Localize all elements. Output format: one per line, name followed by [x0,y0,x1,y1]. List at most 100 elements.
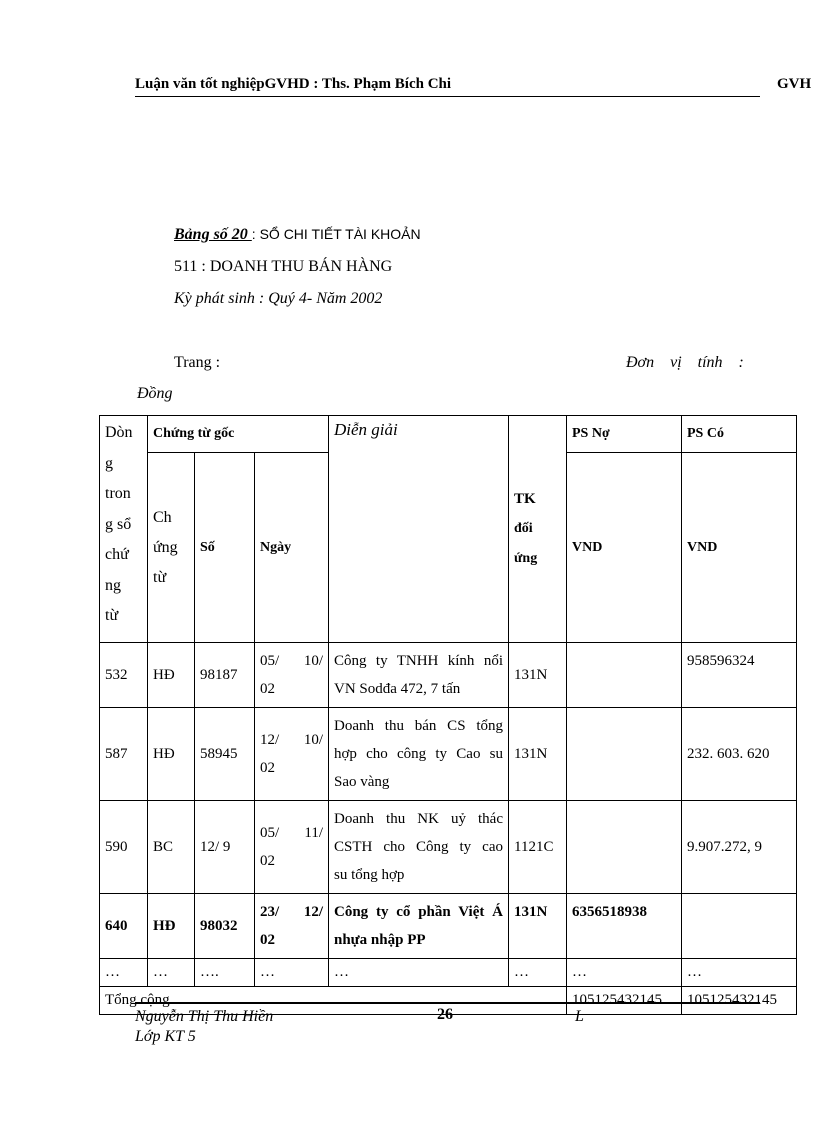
header-credit: PS Có [681,415,797,453]
header-text: g sổ [105,515,132,533]
period: Kỳ phát sinh : Quý 4- Năm 2002 [174,290,383,307]
contra-account: 1121C [508,800,567,894]
description: Doanh thu NK uỷ thác CSTH cho Công ty cao… [328,800,509,894]
ellipsis: … [508,958,567,987]
line-no: 590 [99,800,148,894]
contra-account: 131N [508,642,567,708]
header-source-doc: Chứng từ gốc [147,415,329,453]
desc-line: Doanh thu bán CS tổng [334,718,503,734]
date-line: 02 [260,932,275,948]
footer-author: Nguyễn Thị Thu Hiền [135,1008,274,1025]
doc-no: 58945 [194,707,255,801]
header-rule [135,96,760,97]
header-text: Dòn [105,424,133,441]
footer-right: L [575,1008,584,1025]
credit: 9.907.272, 9 [681,800,797,894]
unit-value: Đồng [137,385,173,402]
doc-type: HĐ [147,642,195,708]
header-contra-account: TK đối ứng [508,415,567,643]
debit [566,642,682,708]
doc-no: 98187 [194,642,255,708]
header-text: chứ [105,546,129,563]
running-header-right: GVH [777,76,812,92]
date: 05/ 11/02 [254,800,329,894]
ellipsis-row: … … …. … … … … … [99,958,797,987]
line-no: 640 [99,893,148,959]
description: Doanh thu bán CS tổng hợp cho công ty Cao… [328,707,509,801]
date-line: 12/ 10/ [260,732,323,748]
table-row: 640 HĐ 98032 23/ 12/02 Công ty cổ phần V… [99,893,797,959]
header-text: từ [153,568,167,586]
desc-line: nhựa nhập PP [334,932,426,948]
date: 12/ 10/02 [254,707,329,801]
date: 05/ 10/02 [254,642,329,708]
table-caption: Bảng số 20 : SỔ CHI TIẾT TÀI KHOẢN [174,226,421,244]
date: 23/ 12/02 [254,893,329,959]
date-line: 02 [260,681,275,697]
header-description: Diễn giải [328,415,509,643]
page-label: Trang : [174,354,221,371]
credit [681,893,797,959]
line-no: 587 [99,707,148,801]
header-doc-type: Ch ứng từ [147,452,195,643]
header-text: Ch [153,508,172,526]
header-date: Ngày [254,452,329,643]
date-line: 23/ 12/ [260,904,323,920]
ledger-table: Dòn g tron g sổ chứ ng từ Chứng từ gốc D… [99,415,797,1015]
credit: 232. 603. 620 [681,707,797,801]
line-no: 532 [99,642,148,708]
ellipsis: …. [194,958,255,987]
total-row: Tổng cộng 105125432145 105125432145 [99,986,797,1015]
date-line: 02 [260,853,275,869]
date-line: 05/ 10/ [260,653,323,669]
header-text: từ [105,607,119,624]
desc-line: Sao vàng [334,774,390,790]
desc-line: Công ty TNHH kính nổi [334,653,503,669]
desc-line: VN Sodđa 472, 7 tấn [334,681,461,697]
debit [566,800,682,894]
header-text: ng [105,576,121,594]
total-credit: 105125432145 [681,986,797,1015]
footer-rule [135,1002,760,1004]
header-text: ứng [514,551,538,566]
ellipsis: … [566,958,682,987]
doc-no: 12/ 9 [194,800,255,894]
header-text: ứng [153,538,178,556]
ellipsis: … [99,958,148,987]
ellipsis: … [328,958,509,987]
ellipsis: … [681,958,797,987]
contra-account: 131N [508,893,567,959]
page-number: 26 [437,1006,453,1023]
desc-line: Công ty cổ phần Việt Á [334,904,503,920]
running-header: Luận văn tốt nghiệpGVHD : Ths. Phạm Bích… [135,76,452,92]
total-debit: 105125432145 [566,986,682,1015]
table-row: 532 HĐ 98187 05/ 10/02 Công ty TNHH kính… [99,642,797,708]
debit: 6356518938 [566,893,682,959]
header-doc-no: Số [194,452,255,643]
description: Công ty cổ phần Việt Á nhựa nhập PP [328,893,509,959]
header-debit-unit: VND [566,452,682,643]
desc-line: Doanh thu NK uỷ thác [334,811,503,827]
doc-type: HĐ [147,707,195,801]
description: Công ty TNHH kính nổi VN Sodđa 472, 7 tấn [328,642,509,708]
date-line: 02 [260,760,275,776]
desc-line: CSTH cho Công ty cao [334,839,503,855]
total-label: Tổng cộng [99,986,567,1015]
header-text: g [105,454,113,472]
header-text: đối [514,521,533,536]
ellipsis: … [147,958,195,987]
doc-no: 98032 [194,893,255,959]
doc-type: BC [147,800,195,894]
header-line-no: Dòn g tron g sổ chứ ng từ [99,415,148,643]
table-number: Bảng số 20 [174,226,252,243]
header-debit: PS Nợ [566,415,682,453]
credit: 958596324 [681,642,797,708]
header-text: tron [105,485,131,502]
ellipsis: … [254,958,329,987]
table-title: : SỔ CHI TIẾT TÀI KHOẢN [251,226,421,242]
debit [566,707,682,801]
header-text: TK [514,491,536,507]
header-credit-unit: VND [681,452,797,643]
table-row: 587 HĐ 58945 12/ 10/02 Doanh thu bán CS … [99,707,797,801]
table-row: 590 BC 12/ 9 05/ 11/02 Doanh thu NK uỷ t… [99,800,797,894]
